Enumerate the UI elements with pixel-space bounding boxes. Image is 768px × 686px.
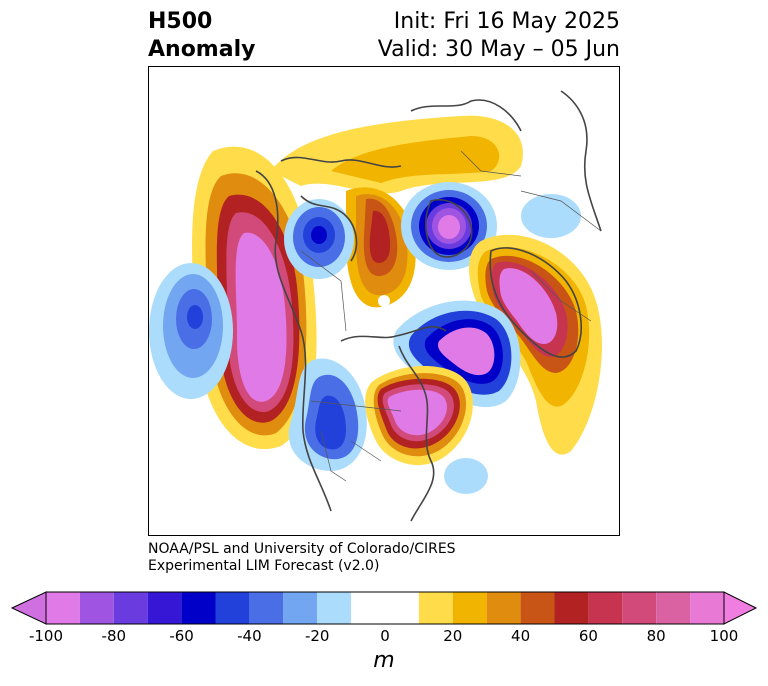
- colorbar-tick-label: -60: [169, 627, 194, 645]
- colorbar-segment: [486, 592, 521, 624]
- colorbar-tick-label: -80: [101, 627, 127, 645]
- date-info: Init: Fri 16 May 2025 Valid: 30 May – 05…: [378, 8, 620, 64]
- anomaly-north-pacific-negative: [149, 263, 233, 399]
- colorbar-tick-label: -100: [28, 627, 64, 645]
- colorbar-segment: [215, 592, 250, 624]
- credit-line-1: NOAA/PSL and University of Colorado/CIRE…: [148, 541, 456, 557]
- anomaly-arctic-positive: [271, 115, 523, 308]
- colorbar-segment: [656, 592, 691, 624]
- colorbar-tick-label: -20: [304, 627, 330, 645]
- title-line-2: Anomaly: [148, 37, 256, 62]
- anomaly-siberia-negative: [284, 199, 354, 279]
- colorbar-segment: [317, 592, 352, 624]
- colorbar-over-arrow: [723, 591, 758, 625]
- colorbar-segment: [113, 592, 148, 624]
- anomaly-western-us-negative: [288, 358, 367, 471]
- colorbar-outline: [45, 591, 725, 625]
- title-line-1: H500: [148, 9, 213, 34]
- colorbar-segment: [283, 592, 318, 624]
- colorbar-segment: [554, 592, 589, 624]
- anomaly-scandinavia-negative: [401, 182, 497, 270]
- colorbar-segments: [46, 592, 724, 624]
- colorbar-tick-label: -40: [237, 627, 262, 645]
- colorbar-tick-labels: -100 -80 -60 -40 -20 0 20 40 60 80 100: [0, 627, 768, 647]
- colorbar-under-arrow: [10, 591, 47, 625]
- colorbar: [10, 591, 758, 625]
- colorbar-segment: [249, 592, 284, 624]
- colorbar-segment: [46, 592, 80, 624]
- valid-date: Valid: 30 May – 05 Jun: [377, 37, 620, 62]
- colorbar-tick-label: 80: [646, 627, 666, 645]
- chart-title: H500 Anomaly: [148, 8, 255, 64]
- colorbar-segment: [690, 592, 724, 624]
- colorbar-segment: [520, 592, 555, 624]
- colorbar-tick-label: 100: [709, 627, 739, 645]
- credit-text: NOAA/PSL and University of Colorado/CIRE…: [148, 541, 456, 575]
- colorbar-segment: [622, 592, 657, 624]
- anomaly-great-lakes-positive: [365, 366, 473, 466]
- anomaly-map: [148, 66, 620, 536]
- credit-line-2: Experimental LIM Forecast (v2.0): [148, 558, 380, 574]
- border-lines: [300, 150, 602, 482]
- colorbar-segment: [418, 592, 453, 624]
- colorbar-unit-label: m: [373, 648, 395, 673]
- colorbar-tick-label: 60: [578, 627, 598, 645]
- map-svg: [149, 90, 602, 522]
- colorbar-segment: [588, 592, 623, 624]
- colorbar-segment: [452, 592, 487, 624]
- colorbar-segment: [351, 592, 419, 624]
- init-date: Init: Fri 16 May 2025: [393, 9, 620, 34]
- coastlines: [255, 90, 602, 522]
- colorbar-segment: [147, 592, 182, 624]
- colorbar-tick-label: 20: [443, 627, 463, 645]
- colorbar-segment: [79, 592, 114, 624]
- colorbar-tick-label: 0: [380, 627, 390, 645]
- colorbar-segment: [181, 592, 216, 624]
- colorbar-tick-label: 40: [511, 627, 531, 645]
